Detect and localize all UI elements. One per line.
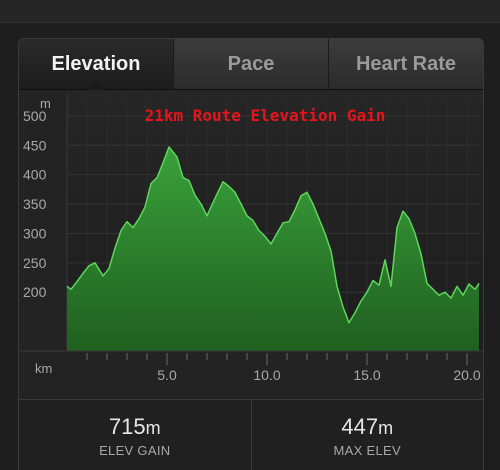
elev-gain-unit: m [145, 417, 161, 438]
tab-heart-rate[interactable]: Heart Rate [328, 39, 483, 89]
x-axis-band [19, 351, 483, 399]
max-elev-value: 447 [341, 413, 379, 439]
tab-elevation[interactable]: Elevation [19, 39, 173, 90]
elev-gain-stat: 715m ELEV GAIN [19, 400, 251, 470]
y-axis-column [19, 90, 67, 351]
elev-gain-value: 715 [108, 413, 146, 439]
x-tick-label: 15.0 [353, 367, 380, 383]
top-background-strip [0, 0, 500, 23]
x-tick-label: 5.0 [157, 367, 177, 383]
chart-title: 21km Route Elevation Gain [145, 106, 386, 125]
y-axis-unit: m [40, 96, 51, 111]
elevation-area [67, 147, 479, 351]
y-tick-label: 450 [23, 137, 47, 153]
tab-pace[interactable]: Pace [173, 39, 328, 89]
y-tick-label: 250 [23, 255, 47, 271]
y-tick-label: 500 [23, 108, 47, 124]
activity-stats-panel: Elevation Pace Heart Rate 200 250 300 350 40… [18, 38, 484, 470]
elevation-chart: 200 250 300 350 400 450 500 m 21km Route Elevati… [19, 90, 483, 399]
x-tick-label: 10.0 [253, 367, 280, 383]
y-tick-label: 300 [23, 225, 47, 241]
y-tick-label: 400 [23, 167, 47, 183]
max-elev-unit: m [378, 417, 394, 438]
max-elev-stat: 447m MAX ELEV [250, 400, 484, 470]
y-tick-label: 200 [23, 284, 47, 300]
summary-stats: 715m ELEV GAIN 447m MAX ELEV [19, 399, 483, 470]
y-tick-label: 350 [23, 196, 47, 212]
elevation-line [66, 146, 480, 324]
x-tick-label: 20.0 [453, 367, 480, 383]
x-axis-unit: km [35, 361, 52, 376]
metric-tab-bar: Elevation Pace Heart Rate [19, 39, 483, 90]
elev-gain-label: ELEV GAIN [99, 442, 171, 458]
max-elev-label: MAX ELEV [333, 442, 401, 458]
